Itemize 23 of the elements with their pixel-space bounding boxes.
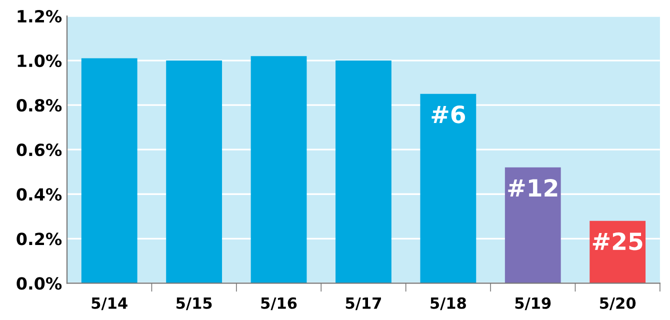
x-tick-label: 5/19 [515,297,551,310]
y-tick-label: 1.2% [18,10,62,23]
y-tick-label: 0.4% [16,188,62,201]
annotation: #6 [432,105,466,124]
y-tick-label: 0.2% [16,232,62,246]
y-tick-label: 0.6% [16,144,62,156]
x-tick-label: 5/20 [600,297,636,310]
bar [504,167,561,284]
bar [336,60,392,284]
annotation: #12 [508,178,558,196]
bar [166,60,222,284]
y-tick-label: 1.0% [18,54,62,68]
x-tick-label: 5/16 [261,297,297,310]
x-tick-label: 5/15 [176,298,212,310]
bar [420,94,476,284]
x-tick-label: 5/14 [92,298,128,310]
annotation: #25 [592,232,642,250]
x-tick-label: 5/18 [430,297,466,310]
y-tick-label: 0.8% [16,99,62,112]
bar [81,58,138,284]
y-tick-label: 0.0% [16,277,62,290]
x-tick-label: 5/17 [346,298,381,310]
bar [250,56,307,284]
